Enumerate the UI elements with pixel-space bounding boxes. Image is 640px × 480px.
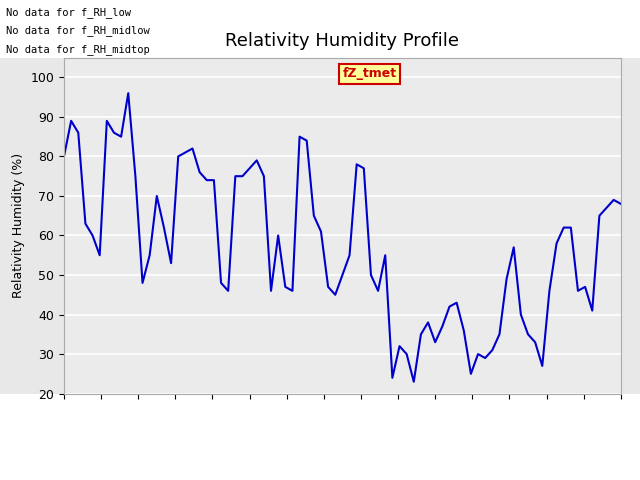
- Legend: 22m: 22m: [305, 462, 380, 480]
- Y-axis label: Relativity Humidity (%): Relativity Humidity (%): [12, 153, 25, 298]
- Title: Relativity Humidity Profile: Relativity Humidity Profile: [225, 33, 460, 50]
- Text: No data for f_RH_midtop: No data for f_RH_midtop: [6, 44, 150, 55]
- Text: No data for f_RH_low: No data for f_RH_low: [6, 7, 131, 18]
- Text: fZ_tmet: fZ_tmet: [342, 67, 397, 80]
- Text: No data for f_RH_midlow: No data for f_RH_midlow: [6, 25, 150, 36]
- X-axis label: Time: Time: [590, 419, 621, 432]
